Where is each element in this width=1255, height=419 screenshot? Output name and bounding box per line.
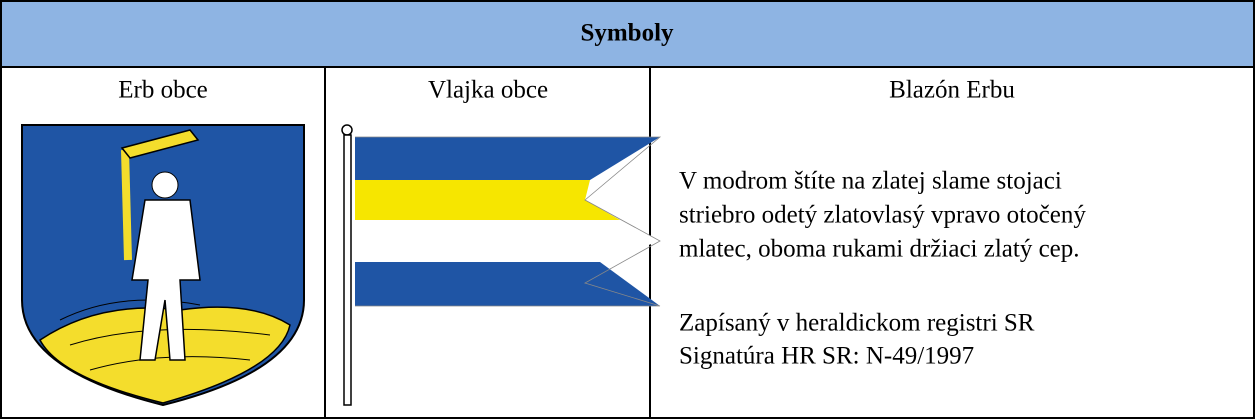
coat-of-arms — [21, 124, 305, 407]
column-header: Blazón Erbu — [889, 77, 1015, 104]
blazon-line: V modrom štíte na zlatej slame stojaci — [679, 168, 1062, 195]
registration-line: Zapísaný v heraldickom registri SR — [679, 310, 1035, 337]
blazon-line: striebro odetý zlatovlasý vpravo otočený — [679, 202, 1086, 229]
column-header: Vlajka obce — [428, 77, 548, 104]
header-background — [0, 0, 1255, 67]
blazon-line: mlatec, oboma rukami držiaci zlatý cep. — [679, 236, 1080, 263]
flag — [341, 124, 662, 406]
registration-line: Signatúra HR SR: N-49/1997 — [679, 343, 974, 370]
column-header: Erb obce — [118, 77, 208, 104]
table-title: Symboly — [580, 20, 674, 47]
